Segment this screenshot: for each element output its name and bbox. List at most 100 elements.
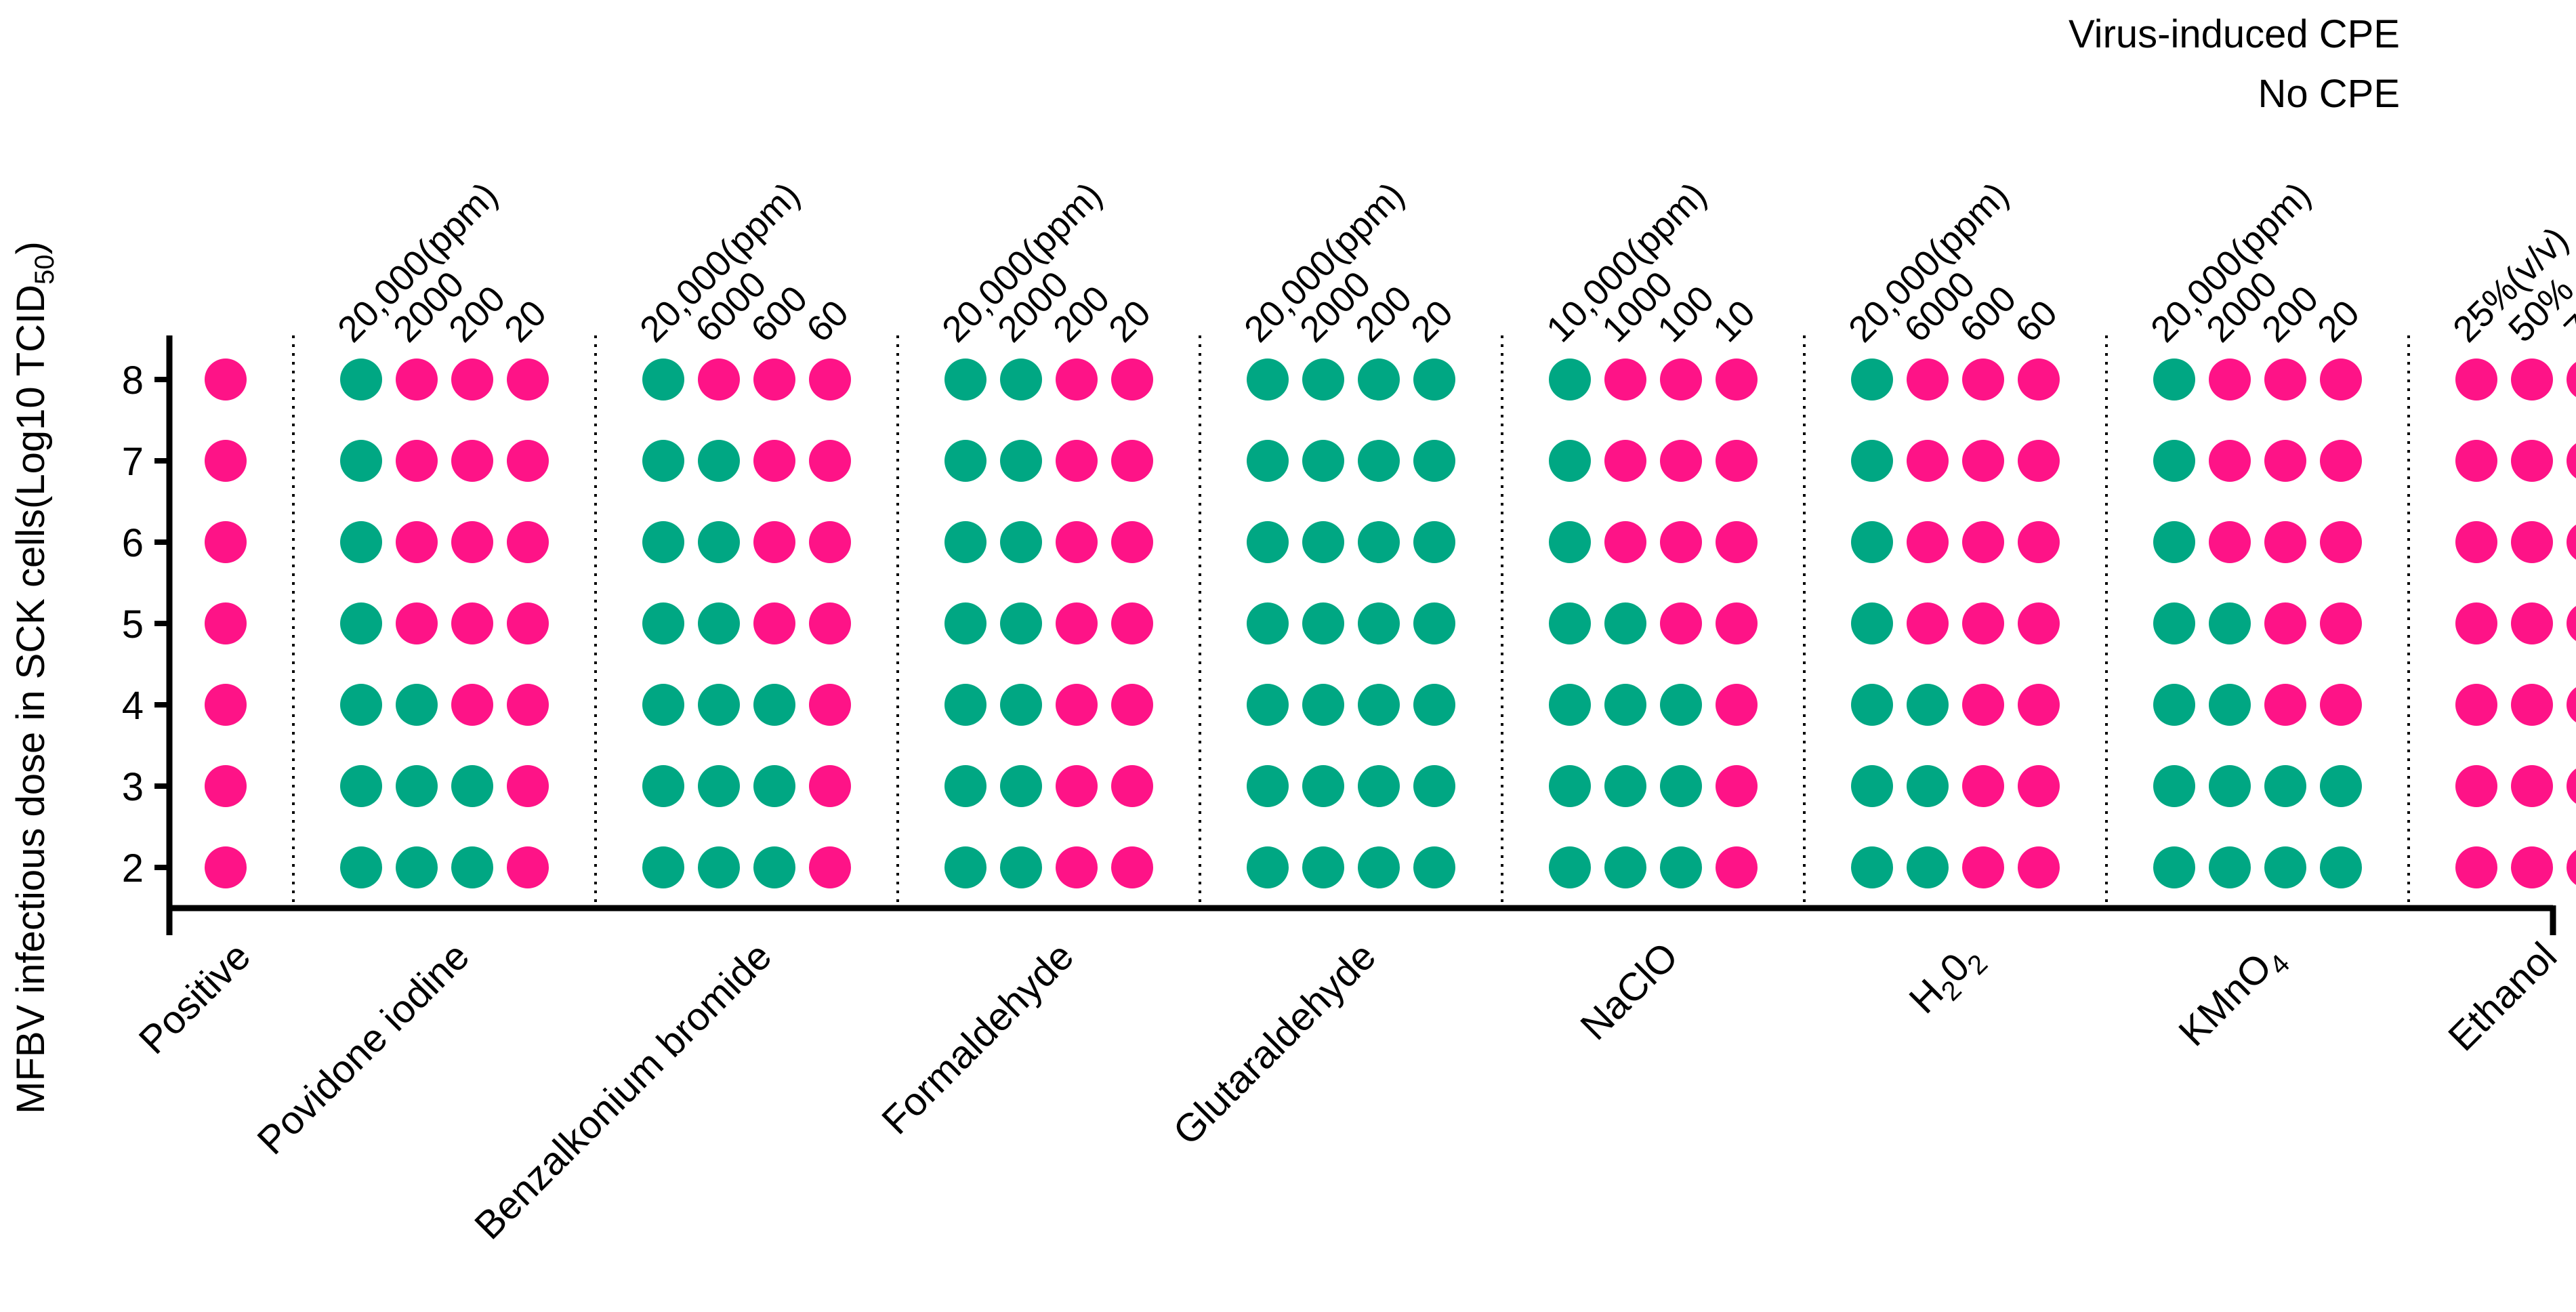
plot-area: 8 7 6 5 4 3 2 Positive20,000(ppm)200020020Povid… [122, 175, 2576, 1248]
dot-naclo-c4-dose-5 [1716, 602, 1758, 644]
dot-kmno4-c2-dose-6 [2209, 521, 2251, 563]
dot-h2o2-c3-dose-6 [1962, 521, 2004, 563]
dot-h2o2-c3-dose-7 [1962, 440, 2004, 482]
category-label-kmno4: KMnO4 [2170, 934, 2295, 1059]
dot-h2o2-c2-dose-4 [1907, 684, 1949, 726]
dot-povidone-iodine-c3-dose-6 [451, 521, 493, 563]
dot-povidone-iodine-c3-dose-4 [451, 684, 493, 726]
dot-formaldehyde-c3-dose-2 [1056, 846, 1098, 888]
dot-kmno4-c3-dose-3 [2264, 765, 2306, 807]
dot-formaldehyde-c4-dose-2 [1111, 846, 1153, 888]
legend: Virus-induced CPE No CPE [2069, 12, 2400, 116]
dot-benzalkonium-bromide-c3-dose-6 [753, 521, 795, 563]
dot-glutaraldehyde-c1-dose-6 [1247, 521, 1289, 563]
dot-glutaraldehyde-c1-dose-3 [1247, 765, 1289, 807]
dot-glutaraldehyde-c2-dose-5 [1302, 602, 1344, 644]
dot-benzalkonium-bromide-c4-dose-3 [809, 765, 851, 807]
dot-povidone-iodine-c4-dose-3 [507, 765, 549, 807]
dot-ethanol-c1-dose-6 [2455, 521, 2497, 563]
dot-ethanol-c2-dose-3 [2511, 765, 2553, 807]
dot-povidone-iodine-c1-dose-3 [340, 765, 382, 807]
dot-kmno4-c2-dose-3 [2209, 765, 2251, 807]
dot-kmno4-c1-dose-2 [2153, 846, 2195, 888]
dot-glutaraldehyde-c4-dose-3 [1413, 765, 1455, 807]
dot-glutaraldehyde-c2-dose-2 [1302, 846, 1344, 888]
dot-formaldehyde-c4-dose-4 [1111, 684, 1153, 726]
dot-benzalkonium-bromide-c1-dose-8 [642, 358, 684, 401]
dot-povidone-iodine-c4-dose-7 [507, 440, 549, 482]
dot-h2o2-c4-dose-8 [2018, 358, 2060, 401]
dot-povidone-iodine-c1-dose-8 [340, 358, 382, 401]
dot-benzalkonium-bromide-c3-dose-4 [753, 684, 795, 726]
dot-h2o2-c2-dose-7 [1907, 440, 1949, 482]
dot-benzalkonium-bromide-c4-dose-5 [809, 602, 851, 644]
dot-benzalkonium-bromide-c2-dose-5 [698, 602, 740, 644]
dot-positive-c1-dose-7 [205, 440, 247, 482]
dot-ethanol-c2-dose-4 [2511, 684, 2553, 726]
y-tick-label-7: 7 [122, 440, 144, 484]
dot-h2o2-c1-dose-7 [1851, 440, 1893, 482]
dot-ethanol-c2-dose-5 [2511, 602, 2553, 644]
dot-formaldehyde-c1-dose-3 [944, 765, 986, 807]
dot-naclo-c3-dose-4 [1660, 684, 1702, 726]
dot-povidone-iodine-c4-dose-8 [507, 358, 549, 401]
dot-naclo-c1-dose-3 [1549, 765, 1591, 807]
dot-naclo-c4-dose-8 [1716, 358, 1758, 401]
dot-kmno4-c1-dose-6 [2153, 521, 2195, 563]
dot-naclo-c4-dose-3 [1716, 765, 1758, 807]
dot-formaldehyde-c4-dose-3 [1111, 765, 1153, 807]
dot-benzalkonium-bromide-c2-dose-6 [698, 521, 740, 563]
dot-glutaraldehyde-c4-dose-8 [1413, 358, 1455, 401]
dot-ethanol-c1-dose-7 [2455, 440, 2497, 482]
dot-naclo-c2-dose-5 [1604, 602, 1646, 644]
dot-glutaraldehyde-c2-dose-4 [1302, 684, 1344, 726]
dot-glutaraldehyde-c1-dose-8 [1247, 358, 1289, 401]
y-tick-label-3: 3 [122, 765, 144, 809]
dot-kmno4-c1-dose-8 [2153, 358, 2195, 401]
dot-povidone-iodine-c3-dose-5 [451, 602, 493, 644]
dot-formaldehyde-c1-dose-5 [944, 602, 986, 644]
dot-ethanol-c3-dose-7 [2567, 443, 2576, 478]
dot-glutaraldehyde-c2-dose-8 [1302, 358, 1344, 401]
dot-ethanol-c2-dose-6 [2511, 521, 2553, 563]
dot-benzalkonium-bromide-c1-dose-7 [642, 440, 684, 482]
dot-kmno4-c3-dose-6 [2264, 521, 2306, 563]
dot-h2o2-c1-dose-2 [1851, 846, 1893, 888]
dot-naclo-c3-dose-6 [1660, 521, 1702, 563]
dot-formaldehyde-c4-dose-7 [1111, 440, 1153, 482]
dot-benzalkonium-bromide-c2-dose-4 [698, 684, 740, 726]
dot-formaldehyde-c3-dose-6 [1056, 521, 1098, 563]
y-tick-label-8: 8 [122, 358, 144, 403]
dot-naclo-c1-dose-7 [1549, 440, 1591, 482]
dot-naclo-c4-dose-6 [1716, 521, 1758, 563]
category-label-h2o2: H202 [1900, 934, 1993, 1027]
dot-naclo-c1-dose-8 [1549, 358, 1591, 401]
dot-naclo-c4-dose-4 [1716, 684, 1758, 726]
category-label-ethanol: Ethanol [2440, 934, 2565, 1059]
dot-povidone-iodine-c2-dose-3 [396, 765, 438, 807]
dot-formaldehyde-c1-dose-4 [944, 684, 986, 726]
dot-povidone-iodine-c4-dose-6 [507, 521, 549, 563]
y-tick-label-6: 6 [122, 521, 144, 565]
dot-ethanol-c3-dose-3 [2567, 768, 2576, 804]
dot-kmno4-c1-dose-4 [2153, 684, 2195, 726]
dot-ethanol-c1-dose-5 [2455, 602, 2497, 644]
dot-h2o2-c1-dose-3 [1851, 765, 1893, 807]
dot-formaldehyde-c2-dose-5 [1000, 602, 1042, 644]
dot-povidone-iodine-c3-dose-3 [451, 765, 493, 807]
dot-benzalkonium-bromide-c2-dose-3 [698, 765, 740, 807]
dot-formaldehyde-c4-dose-5 [1111, 602, 1153, 644]
dot-povidone-iodine-c3-dose-7 [451, 440, 493, 482]
y-tick-label-2: 2 [122, 846, 144, 890]
dot-formaldehyde-c2-dose-3 [1000, 765, 1042, 807]
dot-kmno4-c2-dose-7 [2209, 440, 2251, 482]
dot-glutaraldehyde-c3-dose-7 [1358, 440, 1400, 482]
dot-naclo-c2-dose-3 [1604, 765, 1646, 807]
dot-formaldehyde-c1-dose-2 [944, 846, 986, 888]
group-positive: Positive [131, 358, 259, 1063]
dot-povidone-iodine-c1-dose-6 [340, 521, 382, 563]
dot-h2o2-c1-dose-4 [1851, 684, 1893, 726]
dot-h2o2-c4-dose-7 [2018, 440, 2060, 482]
